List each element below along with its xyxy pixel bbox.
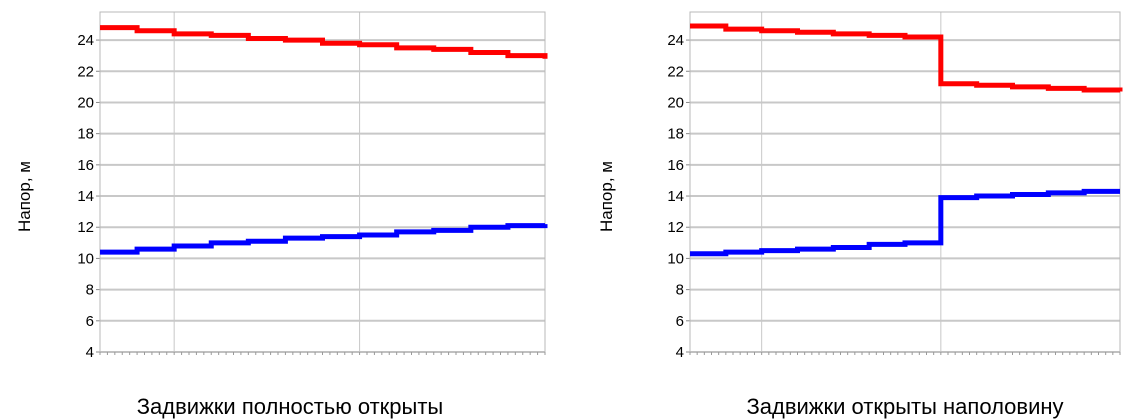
y-tick-label: 6 xyxy=(86,313,94,330)
y-tick-label: 8 xyxy=(676,282,684,299)
y-tick-label: 18 xyxy=(77,126,94,143)
series-line-1 xyxy=(100,25,548,59)
chart-left-plot: 4 6 8 10 12 14 16 18 20 22 24 xyxy=(77,11,548,361)
y-tick-label: 16 xyxy=(667,157,684,174)
y-tick-label: 4 xyxy=(86,344,94,361)
y-tick-label: 10 xyxy=(667,250,684,267)
y-tick-label: 10 xyxy=(77,250,94,267)
chart-caption: Задвижки открыты наполовину xyxy=(746,394,1064,419)
y-tick-label: 8 xyxy=(86,282,94,299)
y-tick-label: 14 xyxy=(77,188,94,205)
y-tick-label: 16 xyxy=(77,157,94,174)
y-tick-label: 20 xyxy=(77,94,94,111)
y-tick-label: 24 xyxy=(667,32,684,49)
y-tick-label: 6 xyxy=(676,313,684,330)
series-line-2 xyxy=(100,223,548,255)
chart-left: Напор, м 4 6 8 10 12 14 16 18 20 22 24 Задвижки по… xyxy=(0,0,560,419)
y-tick-label: 12 xyxy=(77,219,94,236)
y-tick-label: 12 xyxy=(667,219,684,236)
chart-right: Напор, м 4 6 8 10 12 14 16 18 20 22 24 Задвижки от… xyxy=(580,0,1125,419)
chart-caption: Задвижки полностью открыты xyxy=(136,394,444,419)
plot-frame xyxy=(99,11,546,353)
plot-frame xyxy=(689,11,1121,353)
y-tick-label: 24 xyxy=(77,32,94,49)
series-line-2 xyxy=(690,188,1120,257)
y-tick-label: 14 xyxy=(667,188,684,205)
y-tick-label: 22 xyxy=(77,63,94,80)
series-line-1 xyxy=(690,23,1123,93)
y-tick-label: 20 xyxy=(667,94,684,111)
y-tick-label: 18 xyxy=(667,126,684,143)
y-tick-label: 22 xyxy=(667,63,684,80)
y-tick-label: 4 xyxy=(676,344,684,361)
chart-right-plot: 4 6 8 10 12 14 16 18 20 22 24 xyxy=(667,11,1123,361)
